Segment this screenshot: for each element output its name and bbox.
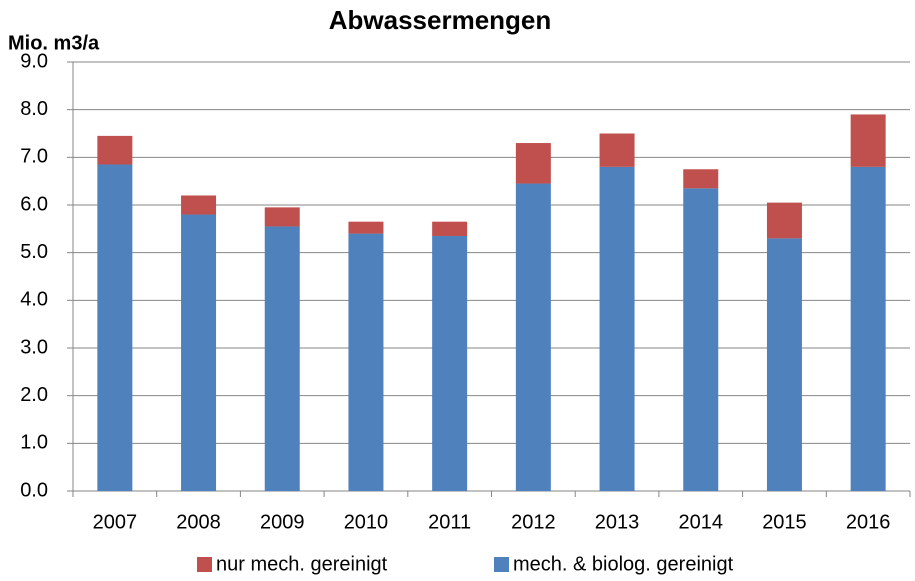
- legend-label: mech. & biolog. gereinigt: [513, 553, 734, 575]
- bar-segment: [766, 202, 802, 239]
- x-tick-label: 2015: [762, 511, 807, 533]
- y-tick-label: 8.0: [20, 98, 48, 120]
- legend-swatch: [494, 557, 509, 572]
- legend-swatch: [197, 557, 212, 572]
- y-axis-label: Mio. m3/a: [8, 32, 100, 54]
- bar-segment: [850, 166, 886, 491]
- y-tick-label: 2.0: [20, 384, 48, 406]
- bar-segment: [515, 143, 551, 184]
- bar-segment: [432, 221, 468, 236]
- x-tick-label: 2008: [176, 511, 221, 533]
- bar-segment: [181, 214, 217, 492]
- y-tick-label: 3.0: [20, 336, 48, 358]
- bar-segment: [515, 183, 551, 492]
- bar-segment: [97, 135, 133, 165]
- bar-segment: [348, 221, 384, 234]
- x-tick-label: 2016: [846, 511, 891, 533]
- y-tick-label: 9.0: [20, 50, 48, 72]
- bar-segment: [599, 133, 635, 167]
- x-tick-label: 2009: [260, 511, 305, 533]
- bar-segment: [97, 164, 133, 491]
- bar-segment: [599, 166, 635, 491]
- bar-segment: [264, 226, 300, 491]
- chart-title: Abwassermengen: [329, 5, 552, 35]
- x-tick-label: 2010: [344, 511, 389, 533]
- bar-segment: [683, 169, 719, 189]
- bar-segment: [432, 235, 468, 491]
- x-tick-label: 2011: [428, 511, 471, 533]
- bar-segment: [181, 195, 217, 215]
- y-tick-label: 0.0: [20, 479, 48, 501]
- legend-label: nur mech. gereinigt: [216, 553, 388, 575]
- bar-segment: [766, 238, 802, 491]
- x-tick-label: 2013: [595, 511, 640, 533]
- bar-segment: [850, 114, 886, 167]
- bar-segment: [683, 188, 719, 492]
- x-tick-label: 2012: [511, 511, 556, 533]
- y-tick-label: 1.0: [20, 432, 48, 454]
- y-tick-label: 4.0: [20, 289, 48, 311]
- y-tick-label: 6.0: [20, 193, 48, 215]
- bar-segment: [348, 233, 384, 491]
- y-tick-label: 5.0: [20, 241, 48, 263]
- y-tick-label: 7.0: [20, 146, 48, 168]
- x-tick-label: 2014: [679, 511, 724, 533]
- bar-segment: [264, 207, 300, 227]
- x-tick-label: 2007: [93, 511, 138, 533]
